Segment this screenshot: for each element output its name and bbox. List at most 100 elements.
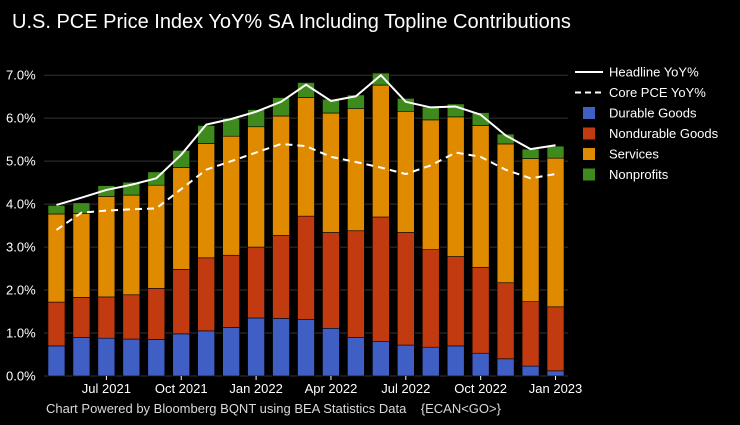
bar-durable-goods [72,337,91,377]
bar-nondurable-goods [172,269,191,335]
x-tick-label: Jan 2022 [229,381,283,396]
y-tick-label: 5.0% [6,154,36,169]
bar-nondurable-goods [446,256,465,347]
bar-nonprofits [272,97,290,117]
bar-durable-goods [297,318,315,377]
bar-services [272,115,290,236]
legend-swatch-services [583,148,595,160]
bar-services [397,110,415,233]
x-axis-ticks: Jul 2021 Oct 2021 Jan 2022 Apr 2022 Jul 2022… [82,376,582,396]
bar-nondurable-goods [347,230,365,338]
legend-label-nondurable-goods: Nondurable Goods [609,126,719,141]
y-tick-label: 2.0% [6,283,36,298]
chart-footer: Chart Powered by Bloomberg BQNT using BE… [46,401,502,416]
bar-durable-goods [97,337,116,377]
bar-nondurable-goods [397,232,415,346]
bar-durable-goods [147,339,166,377]
bar-services [197,143,215,259]
y-tick-label: 4.0% [6,197,36,212]
bar-nondurable-goods [421,249,440,348]
bar-services [72,213,91,298]
bar-nondurable-goods [147,288,166,340]
legend-label-nonprofits: Nonprofits [609,167,669,182]
x-tick-label: Apr 2022 [305,381,358,396]
bar-services [247,126,265,248]
bar-services [322,112,340,233]
bar-services [347,108,365,232]
y-tick-label: 0.0% [6,369,36,384]
line-core-pce-yoy [55,142,556,231]
bar-services [546,157,565,308]
bar-nonprofits [471,112,490,126]
bar-durable-goods [197,330,215,377]
bar-durable-goods [247,317,265,377]
bar-durable-goods [222,327,240,377]
bar-durable-goods [322,327,340,377]
bar-services [172,167,191,270]
bar-services [521,158,540,302]
bar-services [471,125,490,268]
bar-services [147,184,166,289]
y-tick-label: 3.0% [6,240,36,255]
bar-durable-goods [471,352,490,377]
bar-nonprofits [197,125,215,144]
bar-nonprofits [372,72,390,86]
x-tick-label: Jul 2021 [82,381,131,396]
bar-nondurable-goods [297,215,315,320]
bar-nonprofits [421,106,440,121]
bar-nondurable-goods [521,301,540,367]
bar-services [47,213,66,303]
bar-services [297,97,315,217]
bar-durable-goods [446,345,465,377]
bar-nondurable-goods [122,294,141,340]
legend-swatch-nonprofits [583,168,595,181]
bar-durable-goods [122,338,141,377]
bar-services [222,135,240,256]
x-tick-label: Oct 2022 [454,381,507,396]
bar-durable-goods [421,346,440,377]
legend-swatch-durable-goods [583,107,595,119]
legend-label-core-pce-yoy: Core PCE YoY% [609,85,706,100]
bar-nondurable-goods [72,297,91,338]
bar-durable-goods [47,345,66,377]
y-tick-label: 7.0% [6,68,36,83]
legend-label-headline-yoy: Headline YoY% [609,65,699,80]
bar-durable-goods [496,358,515,377]
bar-durable-goods [172,333,191,377]
bar-durable-goods [546,370,565,377]
bar-services [421,119,440,250]
bar-nonprofits [97,185,116,197]
legend-swatch-nondurable-goods [583,127,595,140]
bars-layer [47,72,565,377]
x-tick-label: Jan 2023 [529,381,583,396]
bar-nondurable-goods [546,306,565,372]
legend: Headline YoY% Core PCE YoY% Durable Goods N… [575,65,719,182]
bar-nondurable-goods [471,266,490,354]
y-tick-label: 1.0% [6,326,36,341]
bar-services [446,116,465,257]
x-tick-label: Oct 2021 [155,381,208,396]
bar-durable-goods [347,337,365,377]
chart-title: U.S. PCE Price Index YoY% SA Including T… [12,11,571,33]
bar-durable-goods [372,341,390,377]
bar-nonprofits [172,150,191,168]
bar-nondurable-goods [272,235,290,319]
bar-services [372,84,390,218]
bar-nonprofits [47,205,66,215]
y-tick-label: 6.0% [6,111,36,126]
bar-nondurable-goods [197,257,215,332]
bar-nonprofits [322,98,340,114]
bar-durable-goods [272,318,290,377]
bar-nondurable-goods [372,216,390,342]
y-axis-ticks: 0.0% 1.0% 2.0% 3.0% 4.0% 5.0% 6.0% 7.0% [6,68,36,384]
legend-label-services: Services [609,147,659,162]
bar-nonprofits [521,148,540,159]
bar-durable-goods [397,344,415,377]
bar-nondurable-goods [322,232,340,329]
x-tick-label: Jul 2022 [381,381,430,396]
bar-nondurable-goods [97,296,116,339]
bar-nondurable-goods [47,301,66,347]
bar-services [496,143,515,284]
bar-durable-goods [521,365,540,377]
